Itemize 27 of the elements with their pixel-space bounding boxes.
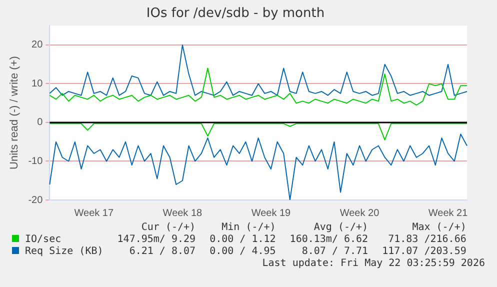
text: Max (-/+) xyxy=(411,222,466,234)
x-tick-label: Week 21 xyxy=(428,208,468,219)
legend-label: IO/sec xyxy=(24,234,62,246)
text: Avg (-/+) xyxy=(312,222,368,234)
y-tick-label: -10 xyxy=(28,156,44,167)
x-tick-label: Week 20 xyxy=(340,208,380,219)
text: 117.07 /203.59 xyxy=(381,246,466,258)
legend-label: Req Size (KB) xyxy=(24,246,104,258)
y-tick-label: -20 xyxy=(28,194,44,206)
text: 6.21 / 8.07 xyxy=(128,246,196,258)
y-axis-title: Units read (-) / write (+) xyxy=(8,56,21,170)
text: 147.95m/ 9.29 xyxy=(116,234,196,246)
x-tick-label: Week 18 xyxy=(162,208,203,219)
text: Min (-/+) xyxy=(220,222,276,234)
y-tick-label: 20 xyxy=(32,40,44,51)
y-tick-label: 0 xyxy=(37,117,44,128)
text: 8.07 / 7.71 xyxy=(300,246,368,258)
text: 0.00 / 1.12 xyxy=(208,234,276,246)
chart-title: IOs for /dev/sdb - by month xyxy=(146,6,325,22)
text: 71.83 /216.66 xyxy=(387,234,466,246)
text: Last update: Fri May 22 03:25:59 2026 xyxy=(261,258,486,270)
x-tick-label: Week 17 xyxy=(74,208,114,219)
text: 160.13m/ 6.62 xyxy=(288,234,368,246)
text: Cur (-/+) xyxy=(140,222,196,234)
y-tick-label: 10 xyxy=(32,78,44,90)
x-tick-label: Week 19 xyxy=(251,208,292,219)
text: 0.00 / 4.95 xyxy=(208,246,276,258)
